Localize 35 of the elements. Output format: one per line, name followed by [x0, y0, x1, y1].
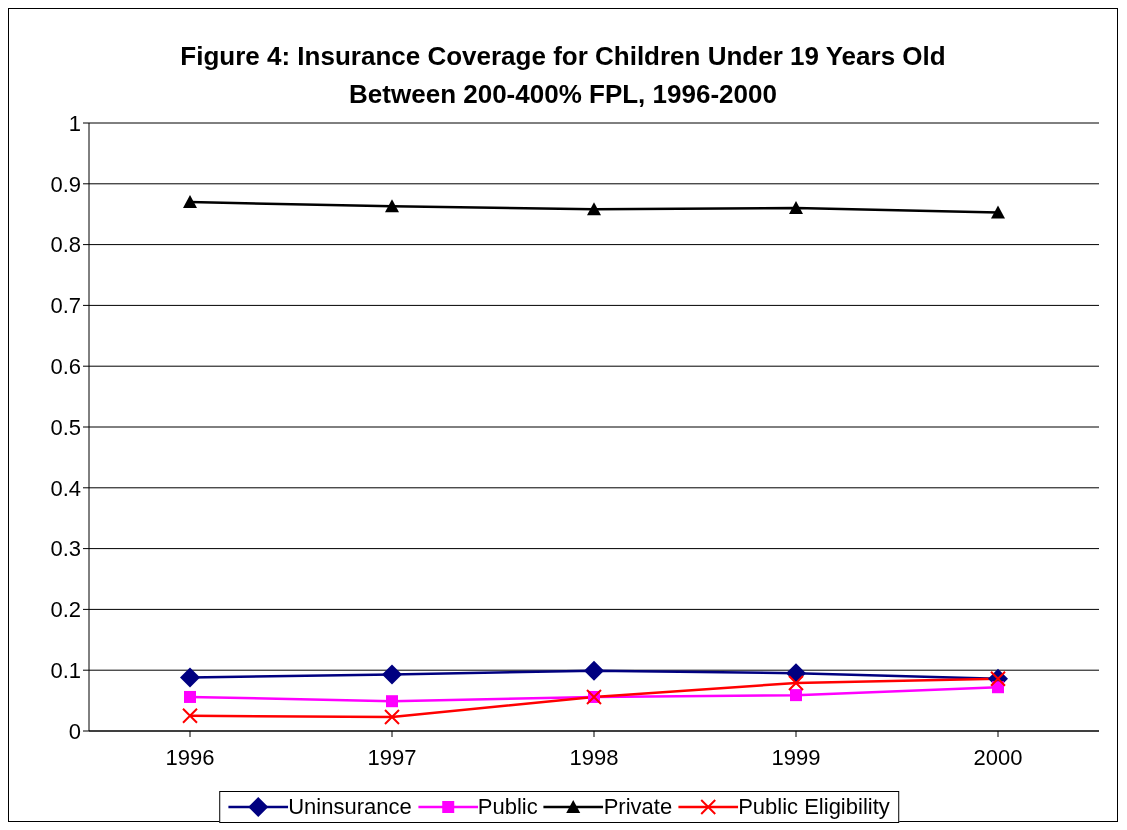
y-tick-label: 0.4	[50, 475, 81, 501]
point	[183, 195, 197, 209]
point	[180, 667, 200, 688]
x-tick-label: 1997	[367, 744, 417, 770]
y-tick-label: 0.9	[50, 171, 81, 197]
y-tick-label: 0.2	[50, 597, 81, 623]
y-tick-label: 0.1	[50, 658, 81, 684]
y-tick-label: 0	[68, 718, 81, 744]
y-tick-label: 0.5	[50, 414, 81, 440]
point	[789, 201, 803, 215]
point	[991, 205, 1005, 219]
point	[182, 707, 198, 724]
point	[788, 674, 804, 691]
point	[386, 695, 398, 708]
point	[584, 660, 604, 681]
x-tick-label: 1998	[569, 744, 619, 770]
y-tick-label: 0.6	[50, 354, 81, 380]
point	[384, 709, 400, 726]
point	[790, 689, 802, 702]
y-tick-label: 0.8	[50, 232, 81, 258]
point	[587, 202, 601, 216]
legend-label: Public	[477, 794, 538, 820]
y-tick-label: 1	[68, 110, 81, 136]
point	[184, 690, 196, 703]
y-tick-label: 0.7	[50, 293, 81, 319]
y-tick-label: 0.3	[50, 536, 81, 562]
x-tick-label: 1996	[165, 744, 215, 770]
x-tick-label: 1999	[771, 744, 821, 770]
x-tick-label: 2000	[973, 744, 1023, 770]
legend-label: Private	[603, 794, 673, 820]
point	[385, 199, 399, 213]
chart-title: Figure 4: Insurance Coverage for Children Under 19 Years Old Between 200-400% FPL, 1996-2000	[180, 41, 946, 109]
legend-label: Public Eligibility	[738, 794, 890, 820]
point	[382, 664, 402, 685]
legend-label: Uninsurance	[288, 794, 412, 820]
